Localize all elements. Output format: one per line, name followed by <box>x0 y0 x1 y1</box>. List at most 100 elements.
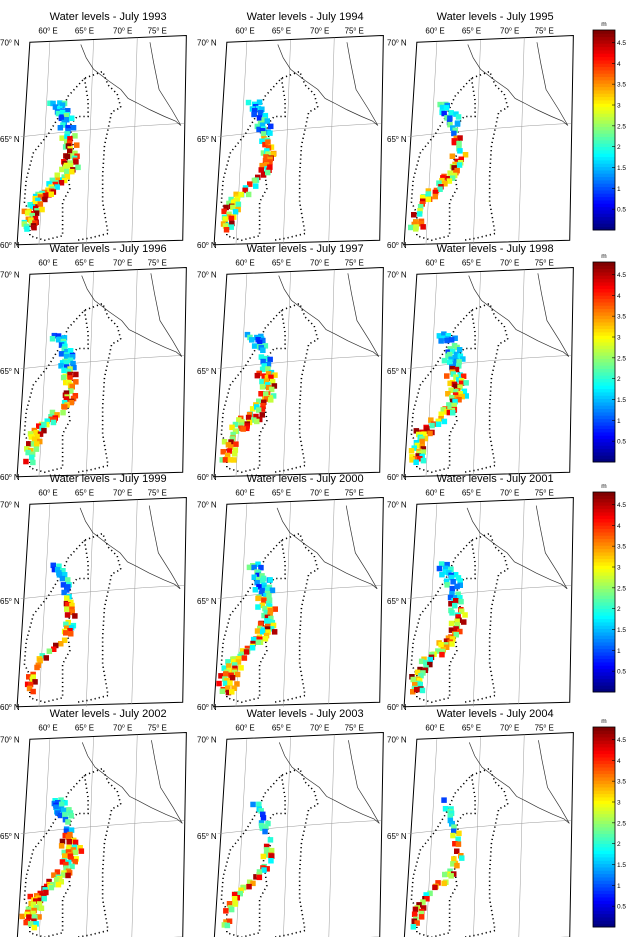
water-cell <box>438 338 444 344</box>
water-cell <box>456 359 462 365</box>
water-cell <box>222 216 228 222</box>
water-cell <box>37 657 43 664</box>
water-cell <box>440 407 446 413</box>
colorbar-band <box>593 56 615 61</box>
water-cell <box>450 832 456 839</box>
water-cell <box>253 183 259 189</box>
water-cell <box>444 337 450 344</box>
map-panel-3-2: Water levels - July 2004 60o E 65o E 70o E 7… <box>387 708 574 937</box>
water-cell <box>260 150 267 156</box>
water-cell <box>420 446 427 452</box>
parallel-line <box>217 820 382 834</box>
water-cell <box>23 919 29 926</box>
parallel-line <box>407 820 572 834</box>
basin-boundary <box>410 532 509 704</box>
map-frame <box>16 496 187 708</box>
colorbar-band <box>593 100 615 104</box>
water-cell <box>72 150 78 157</box>
lat-tick-label: 65o N <box>0 135 20 144</box>
colorbar-band <box>593 542 615 546</box>
colorbar-band <box>593 143 615 148</box>
water-cell <box>440 175 446 181</box>
water-cell <box>261 598 267 604</box>
water-cell <box>258 354 265 360</box>
lon-tick-label: 60o E <box>38 27 57 36</box>
water-cell <box>46 648 53 654</box>
water-cell <box>435 418 441 425</box>
water-cell <box>266 593 272 599</box>
colorbar-band <box>593 80 615 84</box>
water-cell <box>36 423 42 429</box>
colorbar-band <box>593 585 615 590</box>
water-cell <box>441 331 447 337</box>
water-cell <box>452 361 459 367</box>
water-cell <box>37 201 44 207</box>
colorbar-band <box>593 375 615 380</box>
water-cell <box>419 687 426 694</box>
parallel-line <box>407 355 572 369</box>
water-cell <box>64 168 70 175</box>
water-cell <box>33 210 40 216</box>
meridian-line <box>131 269 138 475</box>
water-level-cells <box>221 801 275 929</box>
water-cell <box>231 891 238 898</box>
coastline <box>468 740 570 824</box>
water-cell <box>26 674 32 680</box>
colorbar-band <box>593 60 615 64</box>
colorbar-band <box>593 797 615 801</box>
colorbar-tick-label: 4.5 <box>617 272 626 279</box>
lat-tick-label: 65o N <box>197 597 217 606</box>
water-cell <box>457 372 463 378</box>
water-cell <box>420 224 426 230</box>
water-cell <box>261 612 267 619</box>
water-cell <box>449 175 456 181</box>
lon-tick-label: 70o E <box>500 27 519 36</box>
water-cell <box>65 834 71 840</box>
water-level-cells <box>220 99 277 233</box>
parallel-line <box>20 820 185 834</box>
water-cell <box>412 682 418 688</box>
colorbar-band <box>593 645 615 650</box>
water-cell <box>30 901 37 907</box>
water-cell <box>64 117 70 123</box>
water-cell <box>420 449 427 455</box>
water-cell <box>457 628 463 635</box>
colorbar-band <box>593 727 615 731</box>
water-cell <box>260 337 266 344</box>
lat-tick-label: 70o N <box>387 38 407 47</box>
colorbar-band <box>593 130 615 134</box>
meridian-line <box>328 37 335 243</box>
water-cell <box>409 674 415 680</box>
map-panel-1-2: Water levels - July 1998 60o E 65o E 70o E 7… <box>387 243 574 482</box>
colorbar-band <box>593 655 615 660</box>
water-level-cells <box>23 332 79 466</box>
water-cell <box>238 191 244 198</box>
lat-tick-label: 65o N <box>197 367 217 376</box>
colorbar-band <box>593 455 615 460</box>
colorbar-band <box>593 565 615 570</box>
water-cell <box>37 431 44 437</box>
water-cell <box>413 226 419 232</box>
water-cell <box>234 671 241 678</box>
water-cell <box>256 339 263 346</box>
colorbar-band <box>593 558 615 563</box>
water-cell <box>449 821 455 827</box>
water-cell <box>64 606 70 612</box>
water-cell <box>48 884 55 891</box>
colorbar-band <box>593 632 615 636</box>
water-cell <box>452 127 458 134</box>
water-cell <box>59 838 66 845</box>
water-cell <box>450 579 456 585</box>
colorbar-band <box>593 837 615 841</box>
water-cell <box>448 601 454 607</box>
lat-tick-label: 65o N <box>387 832 407 841</box>
water-cell <box>67 163 74 169</box>
colorbar-band <box>593 382 615 386</box>
water-cell <box>458 608 465 614</box>
water-cell <box>72 613 78 619</box>
water-cell <box>223 908 229 914</box>
lat-tick-label: 70o N <box>0 500 20 509</box>
colorbar-band <box>593 853 615 858</box>
water-cell <box>262 141 268 148</box>
colorbar-band <box>593 790 615 795</box>
